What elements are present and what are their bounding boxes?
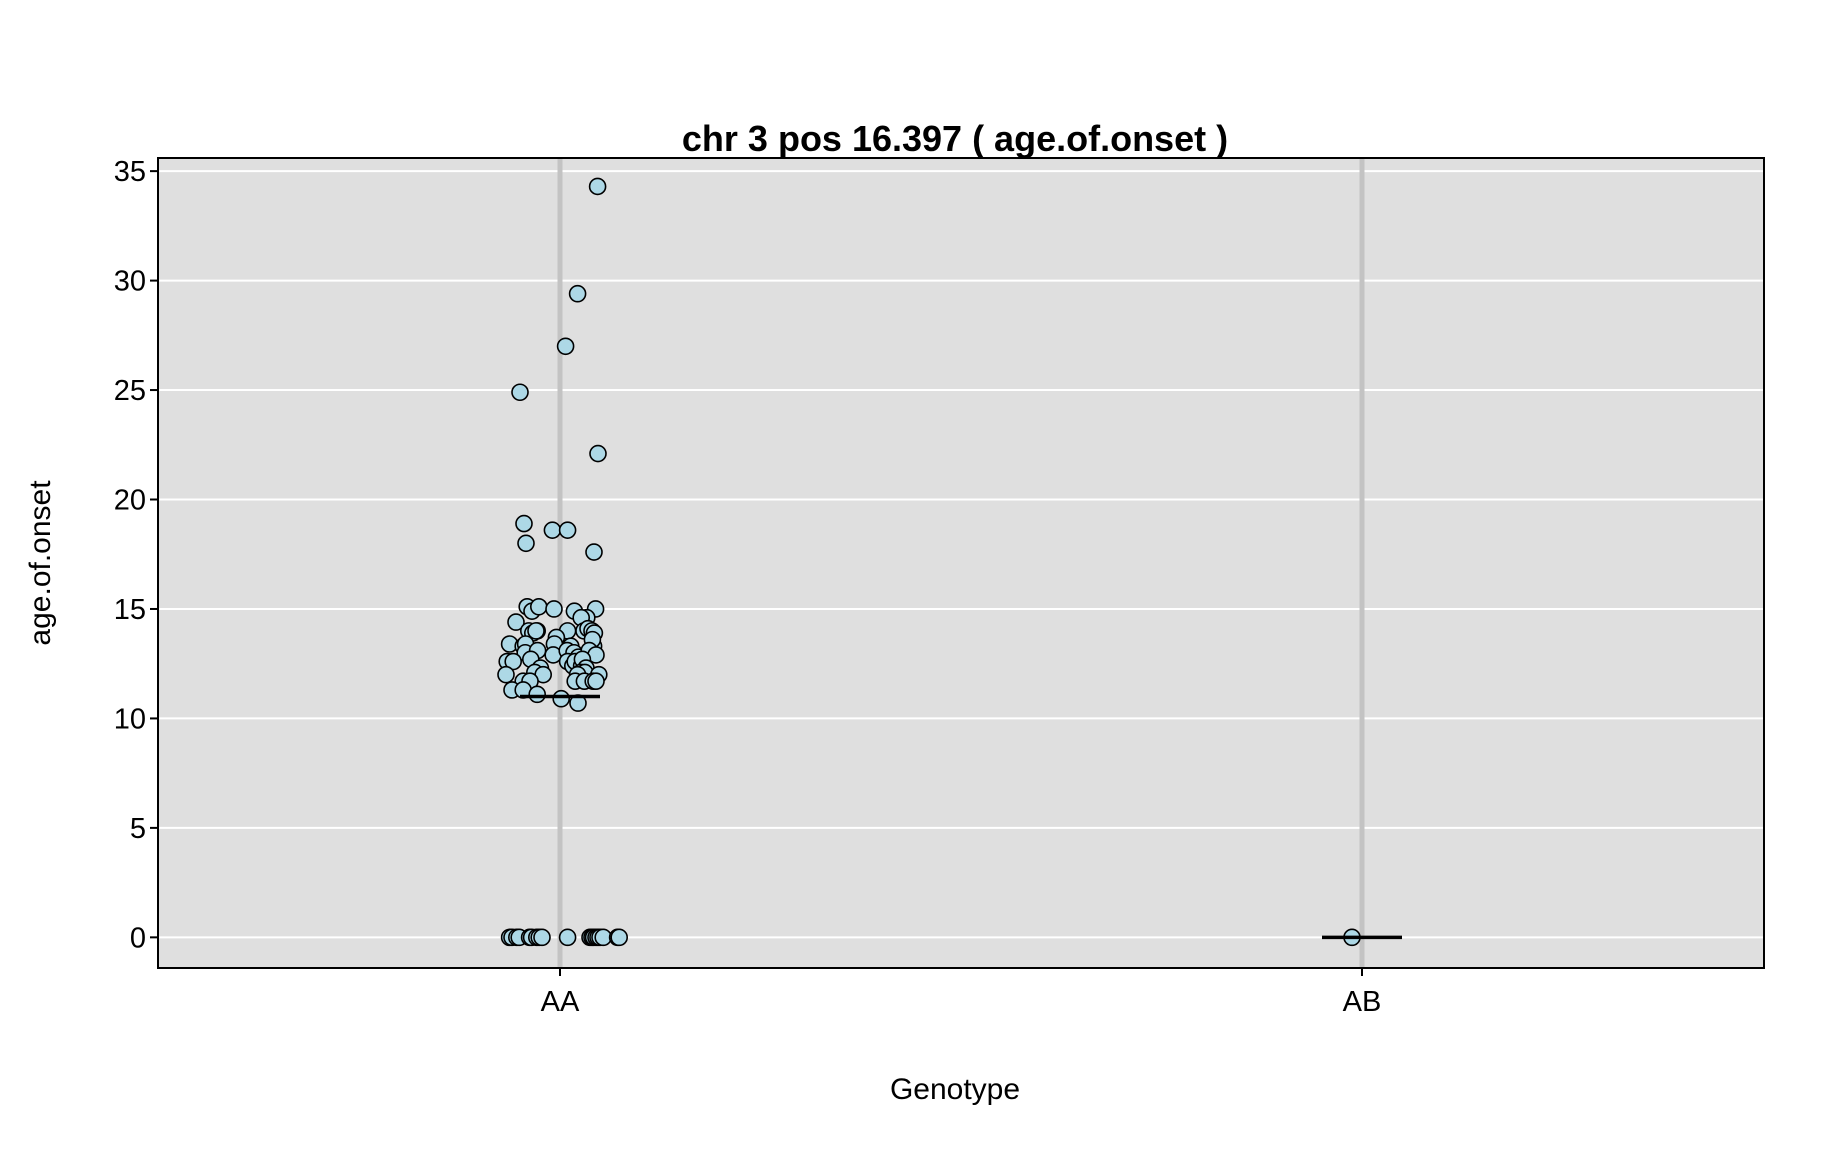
data-point: [568, 284, 587, 303]
data-point: [511, 383, 529, 402]
y-tick-label: 20: [114, 485, 146, 517]
data-point: [515, 514, 533, 533]
data-point: [585, 543, 603, 561]
data-point: [504, 652, 523, 671]
data-points: [497, 177, 1361, 947]
y-tick-label: 10: [114, 703, 146, 735]
data-point: [610, 928, 629, 947]
x-axis-title: Genotype: [890, 1073, 1020, 1106]
data-point: [527, 622, 545, 640]
data-point: [558, 521, 577, 539]
data-point: [558, 928, 577, 947]
y-tick-label: 0: [130, 922, 146, 954]
y-tick-label: 25: [114, 375, 146, 407]
y-tick-label: 5: [130, 813, 146, 845]
data-point: [588, 177, 607, 196]
mean-lines: [520, 694, 1402, 940]
data-point: [497, 665, 515, 684]
plot-panel: [158, 158, 1764, 968]
y-axis-title: age.of.onset: [24, 480, 57, 646]
plot-border: [157, 157, 1765, 969]
data-point: [507, 613, 525, 631]
y-tick-label: 15: [114, 594, 146, 626]
category-lines: [557, 158, 1365, 968]
chart-title: chr 3 pos 16.397 ( age.of.onset ): [682, 118, 1228, 159]
data-point: [543, 521, 562, 539]
data-point: [556, 337, 575, 356]
x-tick-label: AA: [541, 986, 580, 1018]
data-point: [517, 534, 535, 553]
data-point: [587, 672, 605, 691]
data-point: [589, 444, 607, 463]
y-tick-label: 35: [114, 156, 146, 188]
y-axis: 0 5 10 15 20 25 30 35: [114, 156, 158, 954]
grid-lines: [158, 170, 1764, 939]
data-point: [552, 689, 571, 708]
data-point: [529, 597, 548, 616]
data-point: [545, 600, 563, 618]
data-point: [533, 928, 551, 947]
data-point: [528, 685, 547, 704]
y-tick-label: 30: [114, 266, 146, 298]
x-axis: AA AB: [541, 968, 1382, 1018]
x-tick-label: AB: [1343, 986, 1382, 1018]
